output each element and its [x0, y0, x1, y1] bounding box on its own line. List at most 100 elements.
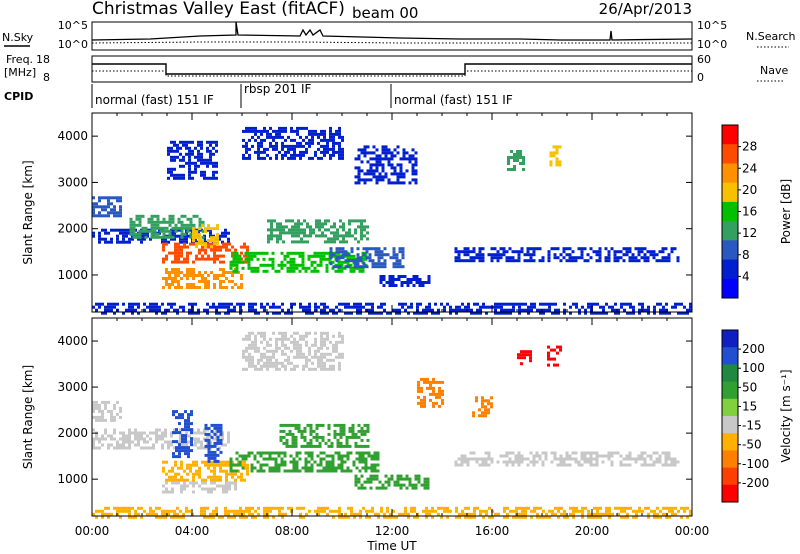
data-cell: [262, 457, 266, 461]
data-cell: [671, 512, 674, 516]
data-cell: [541, 451, 545, 455]
data-cell: [368, 302, 371, 306]
data-cell: [414, 151, 418, 155]
data-cell: [325, 469, 329, 473]
data-cell: [494, 305, 497, 309]
data-cell: [213, 441, 217, 445]
data-cell: [207, 426, 211, 430]
data-cell: [92, 512, 95, 516]
data-cell: [360, 178, 364, 182]
data-cell: [357, 240, 360, 244]
data-cell: [290, 156, 293, 160]
data-cell: [320, 355, 323, 359]
x-tick-label: 04:00: [175, 524, 210, 538]
data-cell: [134, 509, 137, 513]
data-cell: [622, 247, 626, 251]
data-cell: [438, 392, 441, 396]
colorbar-tick-label: 50: [742, 380, 757, 394]
data-cell: [596, 302, 599, 306]
data-cell: [513, 153, 516, 156]
data-cell: [110, 512, 113, 516]
data-cell: [335, 141, 338, 145]
data-cell: [550, 451, 554, 455]
data-cell: [257, 144, 260, 148]
data-cell: [553, 454, 557, 458]
data-cell: [194, 155, 197, 159]
y-tick-label: 3000: [57, 175, 88, 189]
data-cell: [502, 454, 506, 458]
data-cell: [473, 515, 476, 519]
data-cell: [282, 228, 285, 232]
data-cell: [581, 515, 584, 519]
data-cell: [578, 308, 581, 312]
data-cell: [285, 432, 289, 436]
data-cell: [359, 302, 362, 306]
data-cell: [472, 414, 475, 418]
data-cell: [350, 247, 354, 251]
data-cell: [348, 435, 352, 439]
data-cell: [363, 178, 367, 182]
data-cell: [464, 512, 467, 516]
data-cell: [260, 141, 263, 145]
data-cell: [279, 237, 282, 241]
data-cell: [186, 286, 189, 289]
data-cell: [229, 260, 233, 264]
data-cell: [232, 463, 236, 467]
data-cell: [466, 259, 470, 263]
data-cell: [319, 469, 323, 473]
data-cell: [308, 509, 311, 513]
data-cell: [358, 266, 362, 270]
data-cell: [262, 463, 266, 467]
data-cell: [653, 515, 656, 519]
data-cell: [353, 262, 357, 266]
data-cell: [251, 331, 254, 335]
data-cell: [619, 454, 623, 458]
data-cell: [370, 469, 374, 473]
data-cell: [464, 305, 467, 309]
data-cell: [348, 429, 352, 433]
data-cell: [236, 302, 239, 306]
data-cell: [168, 283, 171, 286]
data-cell: [276, 225, 279, 229]
data-cell: [177, 268, 180, 271]
data-cell: [377, 262, 381, 266]
data-cell: [250, 257, 254, 261]
data-cell: [345, 435, 349, 439]
data-cell: [530, 509, 533, 513]
data-cell: [177, 248, 180, 252]
data-cell: [553, 363, 556, 367]
data-cell: [180, 232, 184, 236]
data-cell: [296, 126, 299, 130]
x-axis-label: Time UT: [366, 539, 417, 553]
data-cell: [158, 308, 161, 312]
data-cell: [161, 311, 164, 315]
data-cell: [354, 181, 358, 185]
data-cell: [360, 444, 364, 448]
data-cell: [296, 349, 299, 353]
data-cell: [619, 463, 623, 467]
data-cell: [532, 457, 536, 461]
data-cell: [188, 440, 191, 444]
data-cell: [632, 509, 635, 513]
data-cell: [132, 220, 136, 224]
data-cell: [183, 226, 187, 230]
data-cell: [219, 260, 222, 264]
data-cell: [431, 308, 434, 312]
data-cell: [338, 256, 342, 260]
data-cell: [417, 474, 421, 478]
data-cell: [332, 135, 335, 139]
data-cell: [440, 506, 443, 510]
data-cell: [216, 257, 219, 261]
data-cell: [366, 429, 370, 433]
data-cell: [204, 227, 207, 231]
data-cell: [363, 172, 367, 176]
data-cell: [517, 451, 521, 455]
data-cell: [620, 509, 623, 513]
data-cell: [303, 234, 306, 238]
data-cell: [162, 232, 166, 236]
data-cell: [365, 515, 368, 519]
data-cell: [467, 515, 470, 519]
data-cell: [197, 311, 200, 315]
data-cell: [363, 225, 366, 229]
data-cell: [257, 150, 260, 154]
